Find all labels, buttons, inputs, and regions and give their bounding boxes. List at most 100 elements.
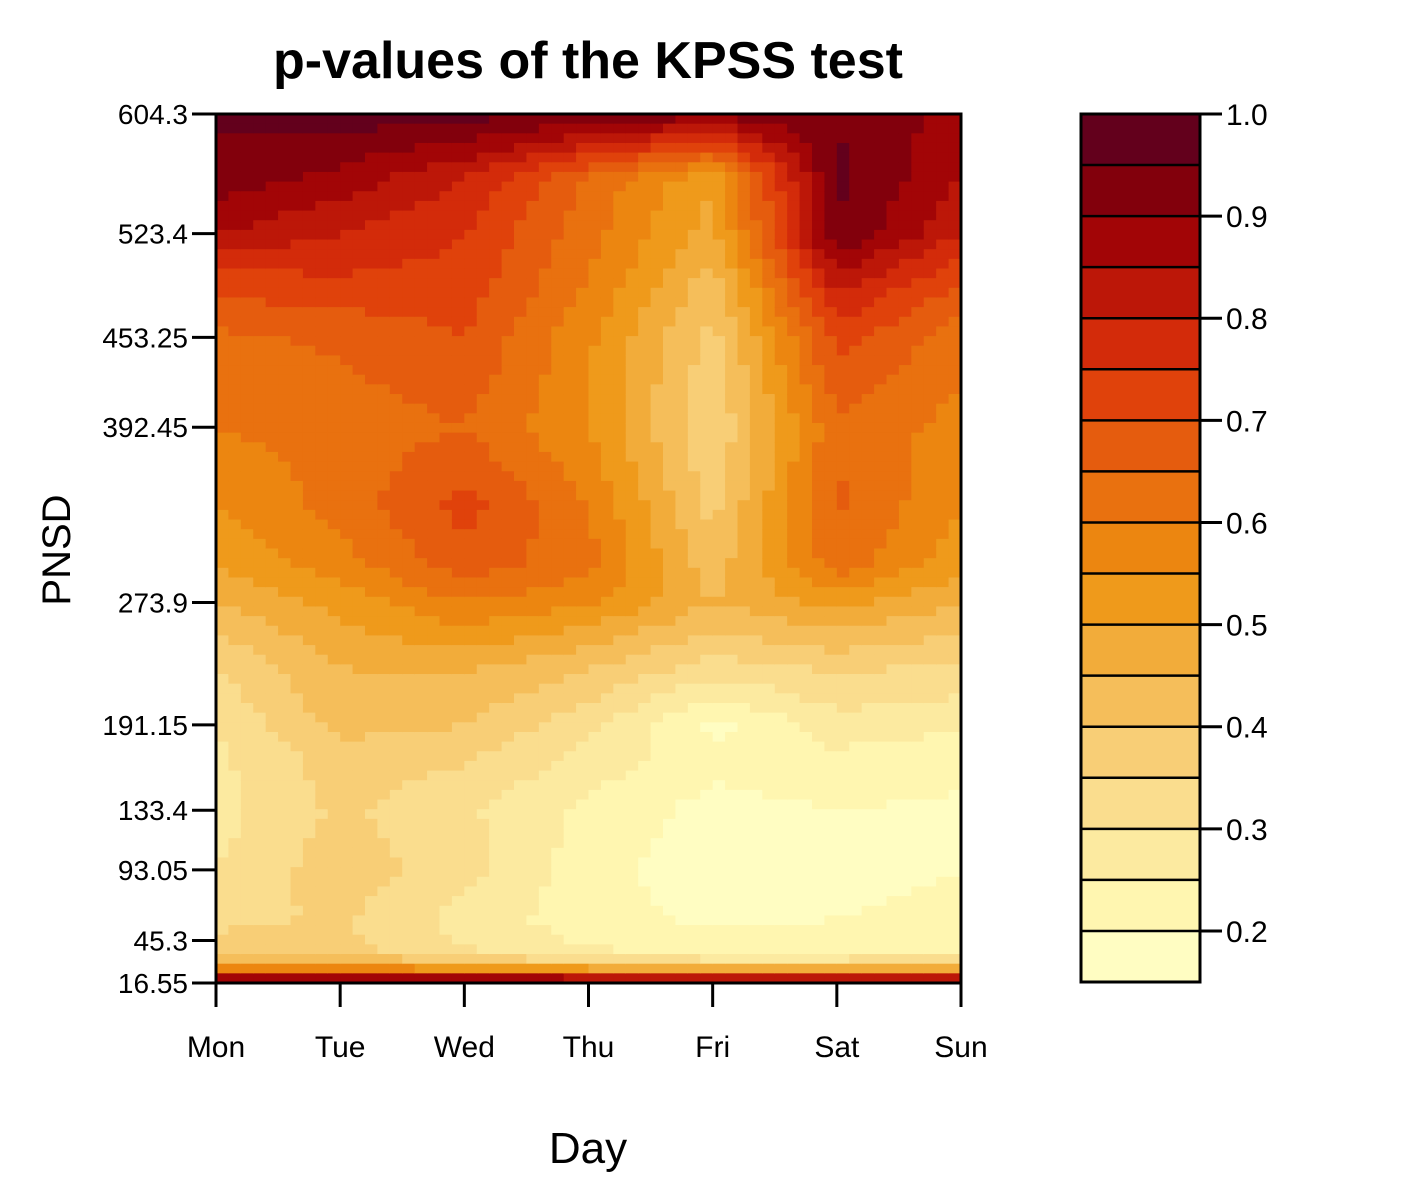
- heatmap-cell: [625, 577, 639, 588]
- heatmap-cell: [476, 905, 490, 917]
- heatmap-cell: [563, 770, 577, 781]
- heatmap-cell: [414, 867, 428, 878]
- heatmap-cell: [849, 171, 863, 183]
- heatmap-cell: [464, 741, 478, 752]
- heatmap-cell: [476, 191, 490, 202]
- heatmap-cell: [836, 210, 850, 221]
- heatmap-cell: [302, 606, 316, 617]
- heatmap-cell: [427, 828, 441, 839]
- heatmap-cell: [228, 905, 242, 917]
- heatmap-cell: [302, 374, 316, 385]
- heatmap-cell: [501, 316, 515, 328]
- heatmap-cell: [501, 693, 515, 704]
- heatmap-cell: [824, 944, 838, 955]
- heatmap-cell: [836, 413, 850, 424]
- heatmap-cell: [749, 683, 763, 694]
- heatmap-cell: [675, 818, 689, 830]
- heatmap-cell: [824, 712, 838, 723]
- heatmap-cell: [588, 480, 602, 492]
- heatmap-cell: [389, 442, 403, 453]
- heatmap-cell: [712, 181, 726, 192]
- heatmap-cell: [600, 326, 614, 337]
- heatmap-cell: [625, 442, 639, 453]
- heatmap-cell: [638, 384, 652, 395]
- heatmap-cell: [216, 567, 230, 579]
- heatmap-cell: [514, 625, 528, 636]
- heatmap-cell: [613, 654, 627, 665]
- heatmap-cell: [625, 683, 639, 694]
- heatmap-cell: [600, 316, 614, 328]
- heatmap-cell: [514, 915, 528, 926]
- heatmap-cell: [663, 239, 677, 250]
- heatmap-cell: [228, 152, 242, 163]
- heatmap-cell: [352, 867, 366, 878]
- heatmap-cell: [340, 722, 354, 733]
- heatmap-cell: [638, 519, 652, 530]
- heatmap-cell: [427, 461, 441, 472]
- heatmap-cell: [476, 365, 490, 376]
- heatmap-cell: [774, 162, 788, 173]
- heatmap-cell: [799, 674, 813, 685]
- heatmap-cell: [687, 934, 701, 945]
- heatmap-cell: [315, 548, 329, 559]
- heatmap-cell: [402, 355, 416, 366]
- heatmap-cell: [836, 133, 850, 144]
- heatmap-cell: [600, 702, 614, 714]
- heatmap-cell: [650, 258, 664, 270]
- heatmap-cell: [538, 886, 552, 897]
- heatmap-cell: [352, 326, 366, 337]
- heatmap-cell: [613, 355, 627, 366]
- heatmap-cell: [687, 896, 701, 907]
- heatmap-cell: [501, 529, 515, 540]
- heatmap-cell: [638, 567, 652, 579]
- heatmap-cell: [849, 480, 863, 492]
- heatmap-cell: [439, 616, 453, 627]
- heatmap-cell: [365, 645, 379, 656]
- heatmap-cell: [551, 229, 565, 241]
- heatmap-cell: [613, 712, 627, 723]
- heatmap-cell: [712, 934, 726, 945]
- heatmap-cell: [240, 490, 254, 501]
- heatmap-cell: [749, 316, 763, 328]
- heatmap-cell: [290, 548, 304, 559]
- heatmap-cell: [725, 731, 739, 743]
- heatmap-cell: [427, 394, 441, 405]
- heatmap-cell: [774, 857, 788, 868]
- heatmap-cell: [427, 442, 441, 453]
- heatmap-cell: [265, 123, 279, 134]
- heatmap-cell: [749, 509, 763, 521]
- heatmap-cell: [600, 451, 614, 463]
- heatmap-cell: [253, 114, 267, 125]
- heatmap-cell: [712, 152, 726, 163]
- heatmap-cell: [439, 249, 453, 260]
- heatmap-cell: [774, 529, 788, 540]
- heatmap-cell: [774, 374, 788, 385]
- heatmap-cell: [278, 258, 292, 270]
- heatmap-cell: [489, 548, 503, 559]
- heatmap-cell: [340, 471, 354, 482]
- heatmap-cell: [625, 867, 639, 878]
- heatmap-cell: [725, 635, 739, 646]
- heatmap-cell: [290, 654, 304, 665]
- heatmap-cell: [874, 451, 888, 463]
- heatmap-cell: [489, 645, 503, 656]
- heatmap-cell: [898, 384, 912, 395]
- heatmap-cell: [762, 944, 776, 955]
- heatmap-cell: [489, 316, 503, 328]
- heatmap-cell: [240, 654, 254, 665]
- heatmap-cell: [551, 934, 565, 945]
- heatmap-cell: [402, 307, 416, 318]
- heatmap-cell: [402, 142, 416, 154]
- heatmap-cell: [563, 297, 577, 308]
- heatmap-cell: [551, 287, 565, 299]
- heatmap-cell: [787, 587, 801, 598]
- heatmap-cell: [240, 123, 254, 134]
- heatmap-cell: [253, 480, 267, 492]
- heatmap-cell: [861, 548, 875, 559]
- heatmap-cell: [340, 278, 354, 289]
- heatmap-cell: [216, 374, 230, 385]
- heatmap-cell: [824, 616, 838, 627]
- heatmap-cell: [365, 828, 379, 839]
- heatmap-cell: [588, 818, 602, 830]
- heatmap-cell: [414, 142, 428, 154]
